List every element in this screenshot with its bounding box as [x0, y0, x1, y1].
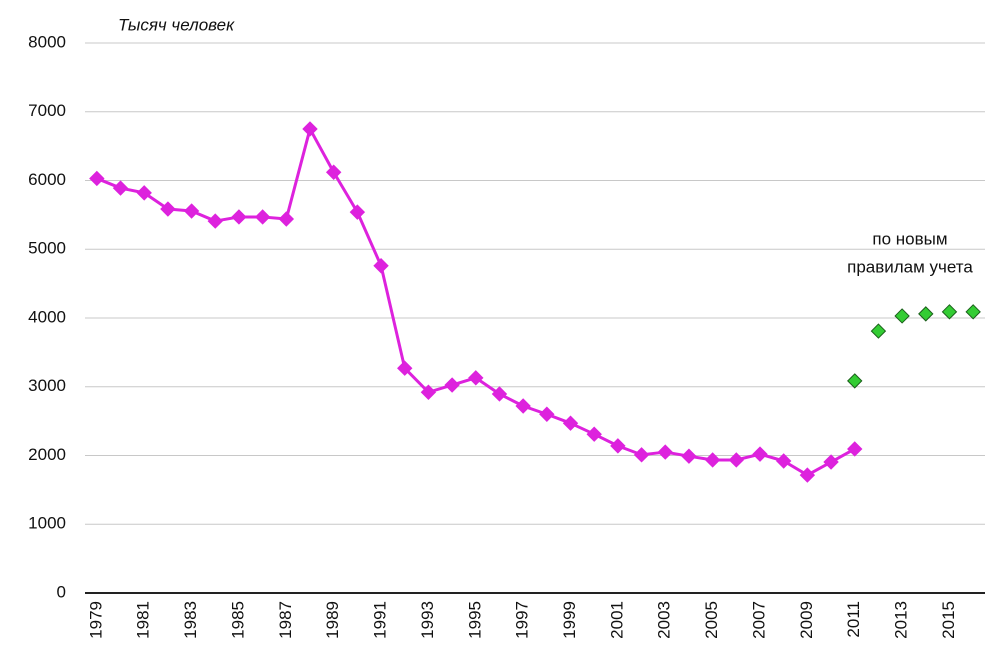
data-point — [918, 306, 934, 322]
data-point — [728, 452, 745, 468]
data-point — [278, 211, 295, 227]
annotation: по новым — [872, 229, 947, 248]
data-point — [397, 360, 413, 376]
x-tick-label: 2015 — [939, 601, 958, 639]
x-tick-label: 2007 — [749, 601, 768, 639]
x-tick-label: 1999 — [560, 601, 579, 639]
x-tick-label: 1993 — [418, 601, 437, 639]
data-point — [231, 209, 247, 225]
y-tick-label: 5000 — [28, 239, 66, 258]
x-tick-label: 2003 — [655, 601, 674, 639]
annotation: правилам учета — [847, 257, 973, 276]
data-point — [160, 201, 176, 217]
data-point — [941, 304, 958, 320]
data-point — [468, 370, 484, 386]
data-point — [657, 444, 673, 460]
data-point — [633, 447, 650, 463]
data-point — [444, 377, 460, 393]
data-point — [207, 213, 223, 229]
data-point — [112, 180, 129, 196]
x-tick-label: 1989 — [323, 601, 342, 639]
data-point — [183, 203, 200, 219]
data-point — [491, 386, 508, 402]
data-point — [847, 441, 863, 457]
data-point — [254, 209, 271, 225]
data-point — [420, 384, 437, 400]
x-tick-label: 1997 — [513, 601, 532, 639]
data-point — [752, 446, 768, 462]
data-point — [681, 448, 697, 464]
data-point — [799, 467, 816, 483]
data-point — [894, 308, 910, 324]
data-point — [373, 258, 389, 274]
y-axis-label: Тысяч человек — [118, 15, 235, 34]
data-point — [610, 438, 626, 454]
data-point — [704, 452, 721, 468]
data-point — [586, 426, 602, 442]
data-point — [823, 454, 839, 470]
x-tick-label: 2001 — [607, 601, 626, 639]
y-tick-label: 6000 — [28, 170, 66, 189]
y-tick-label: 0 — [57, 582, 66, 601]
data-point — [325, 164, 342, 180]
y-tick-label: 1000 — [28, 514, 66, 533]
x-tick-label: 2011 — [844, 601, 863, 638]
x-tick-label: 1991 — [371, 601, 390, 639]
data-point — [775, 453, 792, 469]
x-tick-label: 1995 — [465, 601, 484, 639]
data-point — [349, 204, 366, 220]
x-tick-label: 2013 — [892, 601, 911, 639]
data-point — [89, 170, 105, 187]
data-point — [136, 185, 152, 201]
y-tick-label: 3000 — [28, 376, 66, 395]
x-tick-label: 1985 — [228, 601, 247, 639]
data-point — [302, 121, 318, 137]
data-point — [965, 304, 981, 320]
x-tick-label: 2009 — [797, 601, 816, 639]
x-tick-label: 1979 — [86, 601, 105, 639]
x-tick-label: 1987 — [276, 601, 295, 639]
y-tick-label: 4000 — [28, 307, 66, 326]
y-tick-label: 2000 — [28, 445, 66, 464]
y-tick-label: 8000 — [28, 32, 66, 51]
data-point — [847, 373, 863, 389]
x-tick-label: 1983 — [181, 601, 200, 639]
data-point — [562, 415, 579, 431]
data-point — [870, 323, 887, 339]
y-tick-label: 7000 — [28, 101, 66, 120]
x-tick-label: 2005 — [702, 601, 721, 639]
data-point — [539, 406, 555, 422]
x-tick-label: 1981 — [134, 601, 153, 639]
data-point — [515, 398, 531, 414]
